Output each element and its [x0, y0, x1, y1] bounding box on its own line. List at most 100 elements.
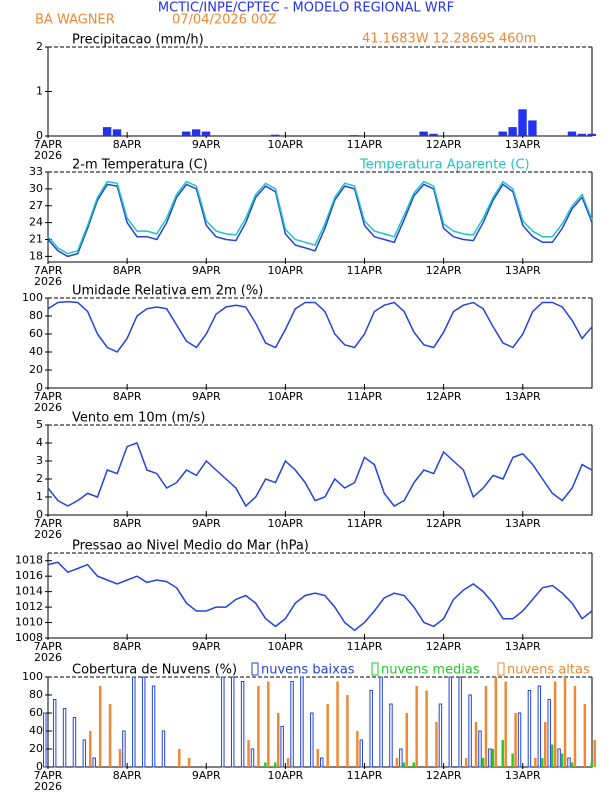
location: 41.1683W 12.2869S 460m	[362, 32, 536, 47]
y-tick-label: 2	[36, 40, 43, 53]
y-tick-label: 80	[29, 688, 43, 701]
bar	[52, 699, 57, 768]
legend-label: nuvens baixas	[261, 663, 355, 678]
y-tick-label: 1014	[15, 585, 43, 598]
frame	[47, 677, 593, 768]
bar	[481, 758, 485, 767]
x-tick-label: 11APR	[347, 517, 383, 530]
x-tick-label: 11APR	[347, 640, 383, 653]
bar	[221, 676, 225, 768]
panel-title: Vento em 10m (m/s)	[72, 411, 205, 426]
y-tick-label: 1018	[15, 554, 43, 567]
bar	[448, 676, 453, 768]
bar	[336, 681, 339, 767]
bar	[247, 740, 250, 767]
x-tick-label: 9APR	[192, 640, 221, 653]
bar	[151, 685, 156, 768]
x-tick-label: 8APR	[113, 640, 142, 653]
bar	[567, 131, 577, 136]
bar	[230, 676, 235, 768]
bar	[590, 762, 593, 767]
bar	[141, 676, 146, 768]
bar	[518, 109, 527, 136]
series-label: 2-m Temperatura (C)	[72, 158, 208, 173]
y-tick-label: 1012	[15, 600, 43, 613]
x-tick-label: 8APR	[113, 138, 142, 151]
legend-swatch	[371, 662, 379, 676]
bar	[201, 131, 211, 136]
bar	[563, 677, 567, 767]
legend-swatch	[497, 662, 505, 676]
y-tick-label: 21	[29, 233, 43, 246]
bar	[319, 757, 324, 768]
x-tick-label: 7APR	[34, 640, 63, 653]
y-tick-label: 1016	[15, 569, 43, 582]
x-tick-label: 11APR	[347, 264, 383, 277]
bar	[501, 740, 504, 767]
bar	[300, 676, 304, 768]
bar	[583, 704, 587, 767]
bar	[517, 712, 522, 768]
bar	[528, 120, 537, 136]
y-tick-label: 100	[22, 670, 43, 683]
bar	[132, 676, 136, 768]
bar	[191, 129, 201, 136]
bar	[62, 708, 67, 768]
bar	[508, 127, 517, 136]
x-tick-label: 11APR	[347, 138, 383, 151]
bar	[484, 686, 488, 767]
y-tick-label: 40	[29, 724, 43, 737]
bar	[178, 749, 181, 767]
frame	[47, 47, 593, 137]
frame	[47, 298, 593, 389]
y-tick-label: 24	[29, 216, 43, 229]
bar	[264, 762, 267, 767]
bar	[567, 757, 571, 768]
bar	[108, 704, 112, 767]
bar	[182, 131, 191, 136]
x-tick-label: 12APR	[426, 264, 462, 277]
bar	[290, 681, 294, 768]
bar	[557, 748, 561, 768]
legend-swatch	[251, 662, 259, 676]
y-tick-label: 33	[29, 165, 43, 178]
x-tick-label: 12APR	[426, 769, 462, 782]
frame	[47, 425, 593, 516]
x-tick-label: 10APR	[267, 769, 303, 782]
bar	[122, 730, 126, 768]
x-tick-label: 10APR	[267, 517, 303, 530]
bar	[511, 753, 514, 767]
x-tick-label: 13APR	[505, 390, 541, 403]
series-label: Temperatura Aparente (C)	[359, 158, 530, 173]
bar	[514, 713, 517, 767]
bar	[494, 677, 498, 767]
year-label: 2026	[34, 275, 62, 288]
legend-label: nuvens medias	[381, 663, 480, 678]
x-tick-label: 13APR	[505, 138, 541, 151]
bar	[280, 726, 284, 768]
bar	[415, 686, 418, 767]
bar	[534, 758, 537, 767]
bar	[271, 134, 280, 136]
panel-title: Umidade Relativa em 2m (%)	[72, 284, 263, 299]
y-tick-label: 1008	[15, 631, 43, 644]
legend-label: nuvens altas	[507, 663, 590, 678]
y-tick-label: 1010	[15, 616, 43, 629]
x-tick-label: 8APR	[113, 517, 142, 530]
y-tick-label: 2	[36, 472, 43, 485]
bar	[43, 712, 47, 768]
x-tick-label: 8APR	[113, 390, 142, 403]
x-tick-label: 13APR	[505, 640, 541, 653]
y-tick-label: 18	[29, 249, 43, 262]
y-tick-label: 60	[29, 327, 43, 340]
x-tick-label: 11APR	[347, 390, 383, 403]
year-label: 2026	[34, 149, 62, 162]
bar	[412, 762, 415, 767]
bar	[356, 731, 359, 767]
x-tick-label: 12APR	[426, 138, 462, 151]
bar	[402, 762, 406, 767]
run-date: 07/04/2026 00Z	[172, 13, 277, 28]
bar	[425, 690, 428, 767]
y-tick-label: 1	[36, 85, 43, 98]
y-tick-label: 27	[29, 199, 43, 212]
